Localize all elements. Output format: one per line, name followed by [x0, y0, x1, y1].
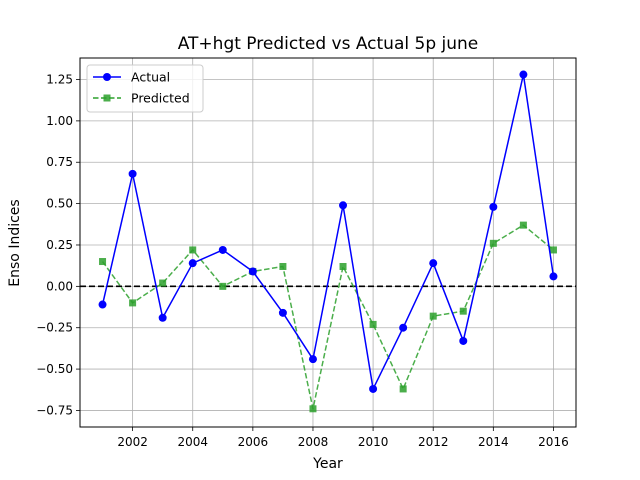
- data-point-actual: [248, 267, 257, 276]
- y-tick-label: 1.00: [46, 114, 73, 128]
- y-tick-label: 0.50: [46, 197, 73, 211]
- x-tick-label: 2016: [538, 435, 569, 449]
- data-point-predicted: [519, 221, 527, 229]
- legend-marker-actual: [103, 73, 111, 81]
- x-tick-label: 2006: [238, 435, 269, 449]
- data-point-actual: [218, 245, 227, 254]
- data-point-predicted: [339, 262, 347, 270]
- data-point-actual: [549, 272, 558, 281]
- data-point-actual: [399, 323, 408, 332]
- y-axis-label: Enso Indices: [7, 199, 23, 286]
- tick-layer: 2002 2004 2006 2008 2010 2012 2014 2016 −0.75 −0.…: [36, 73, 569, 449]
- data-point-predicted: [369, 320, 377, 328]
- legend-label-actual: Actual: [131, 70, 170, 85]
- x-axis-label: Year: [312, 456, 343, 472]
- data-point-predicted: [399, 385, 407, 393]
- data-point-actual: [489, 202, 498, 211]
- y-tick-label: 0.75: [46, 155, 73, 169]
- data-point-predicted: [189, 246, 197, 254]
- y-tick-label: 1.25: [46, 73, 73, 87]
- data-point-predicted: [309, 405, 317, 413]
- plot-frame: [79, 57, 577, 428]
- data-point-actual: [98, 300, 107, 309]
- data-point-actual: [459, 336, 468, 345]
- data-point-predicted: [129, 299, 137, 307]
- chart-title: AT+hgt Predicted vs Actual 5p june: [178, 34, 479, 54]
- x-tick-label: 2008: [298, 435, 329, 449]
- data-point-actual: [339, 201, 348, 210]
- data-point-actual: [308, 355, 317, 364]
- legend-marker-predicted: [103, 94, 111, 102]
- series-layer: [98, 70, 558, 413]
- y-tick-label: −0.75: [36, 403, 73, 417]
- x-tick-label: 2012: [418, 435, 449, 449]
- y-tick-label: −0.50: [36, 362, 73, 376]
- data-point-predicted: [159, 279, 167, 287]
- data-point-predicted: [459, 307, 467, 315]
- legend-label-predicted: Predicted: [131, 91, 190, 106]
- y-tick-label: 0.00: [46, 279, 73, 293]
- x-tick-label: 2014: [478, 435, 509, 449]
- data-point-actual: [429, 259, 438, 268]
- data-point-actual: [278, 308, 287, 317]
- data-point-predicted: [489, 239, 497, 247]
- data-point-actual: [188, 259, 197, 268]
- data-point-actual: [369, 384, 378, 393]
- x-tick-label: 2004: [177, 435, 208, 449]
- x-tick-label: 2002: [117, 435, 148, 449]
- data-point-predicted: [279, 262, 287, 270]
- legend: Actual Predicted: [86, 64, 204, 113]
- y-tick-label: −0.25: [36, 321, 73, 335]
- data-point-actual: [128, 169, 137, 178]
- data-point-predicted: [429, 312, 437, 320]
- data-point-actual: [158, 313, 167, 322]
- series-line-actual: [101, 73, 555, 390]
- data-point-predicted: [219, 282, 227, 290]
- grid-layer: [80, 58, 576, 427]
- x-tick-label: 2010: [358, 435, 389, 449]
- data-point-predicted: [99, 258, 107, 266]
- y-tick-label: 0.25: [46, 238, 73, 252]
- data-point-predicted: [549, 246, 557, 254]
- data-point-actual: [519, 70, 528, 79]
